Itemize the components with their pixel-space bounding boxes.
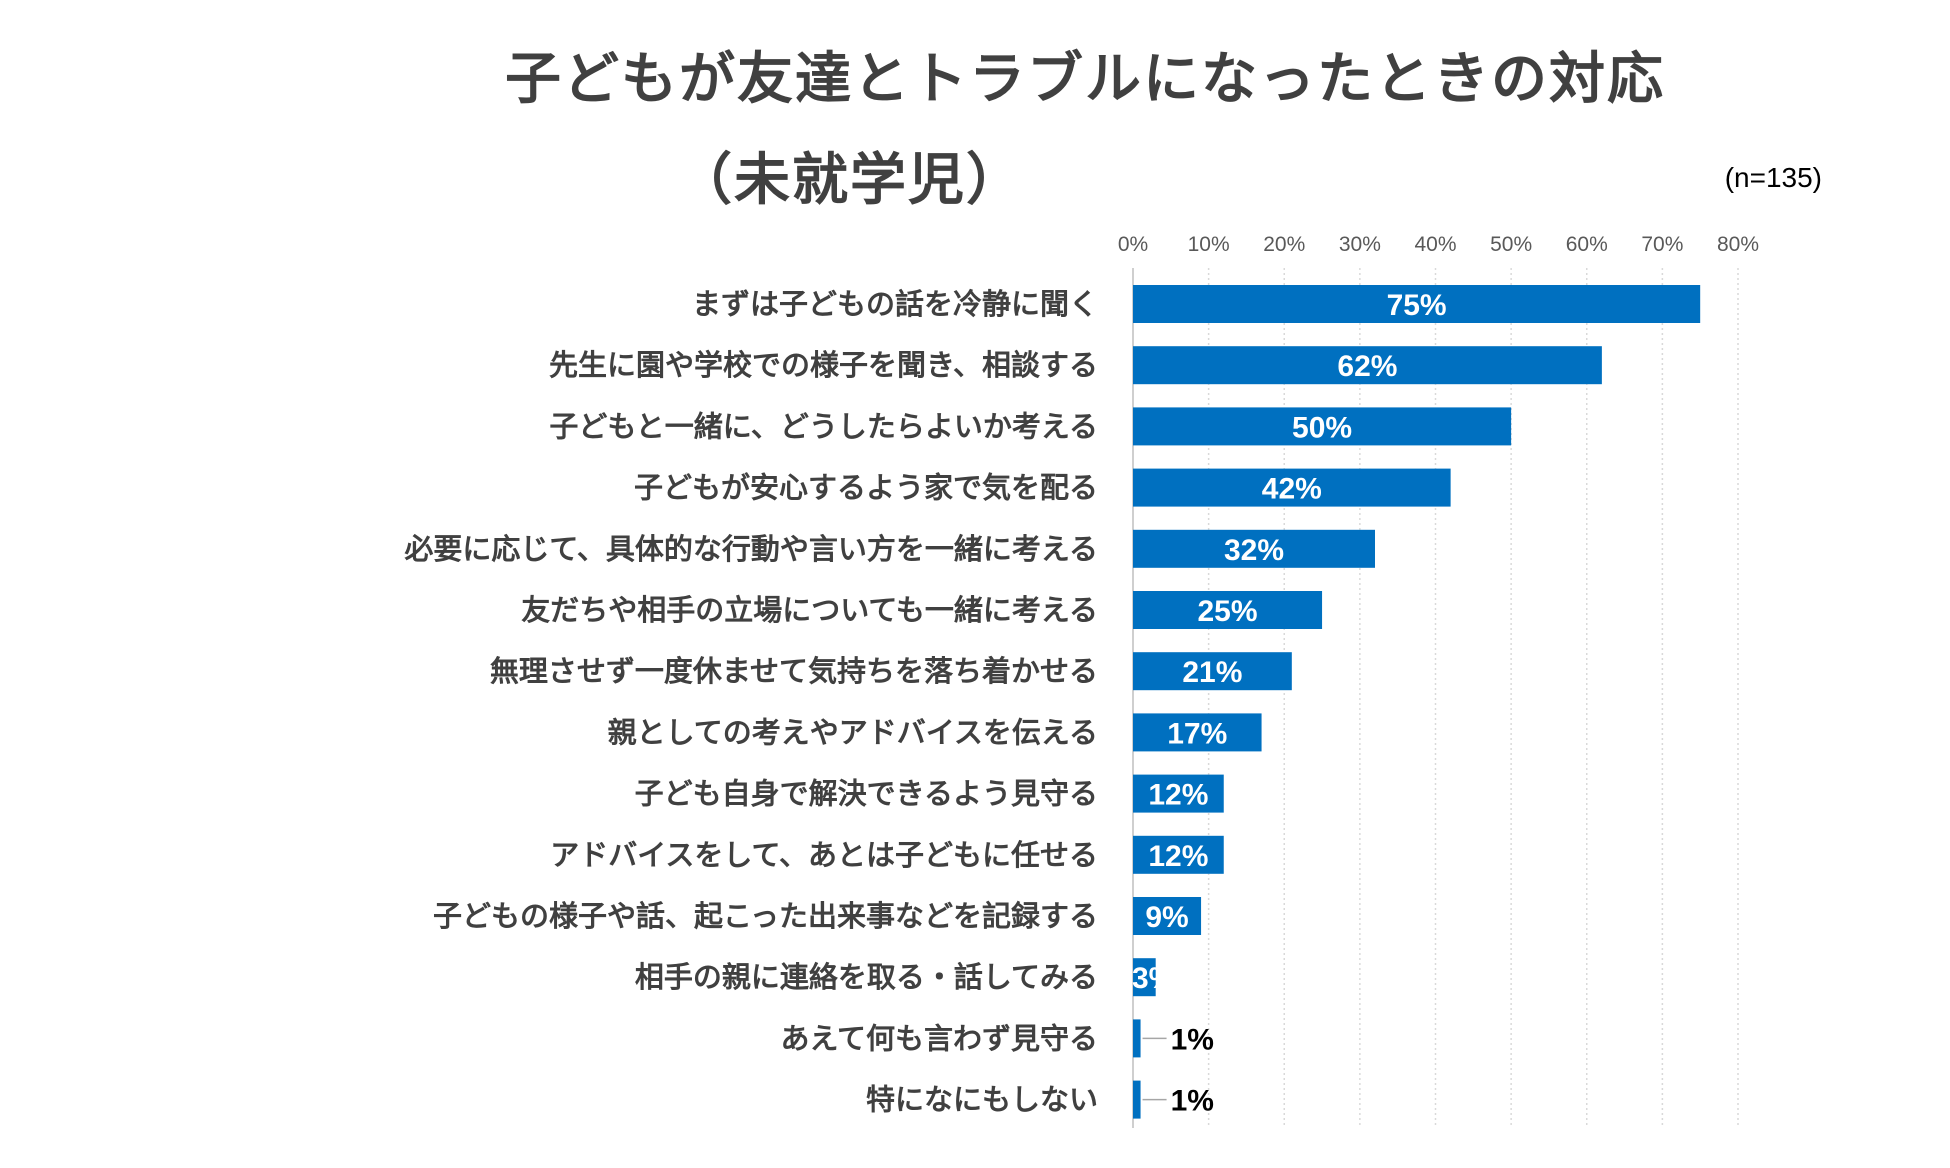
bar	[1133, 958, 1156, 997]
x-tick-label: 40%	[1414, 233, 1456, 256]
x-tick-label: 70%	[1641, 233, 1683, 256]
data-label: 9%	[1145, 901, 1188, 934]
bar	[1133, 1080, 1141, 1119]
category-label: 相手の親に連絡を取る・話してみる	[635, 960, 1098, 994]
data-label: 32%	[1224, 534, 1284, 567]
bar	[1133, 652, 1292, 691]
chart-subtitle: （未就学児）	[676, 148, 1024, 213]
category-label: 子ども自身で解決できるよう見守る	[635, 777, 1098, 811]
data-label: 25%	[1198, 595, 1258, 628]
data-label: 50%	[1292, 411, 1352, 444]
bar	[1133, 713, 1262, 752]
x-tick-label: 20%	[1263, 233, 1305, 256]
data-label: 17%	[1167, 717, 1227, 750]
sample-size-label: (n=135)	[1724, 162, 1822, 193]
x-tick-label: 30%	[1339, 233, 1381, 256]
chart-title: 子どもが友達とトラブルになったときの対応	[505, 47, 1665, 112]
category-label: 子どもが安心するよう家で気を配る	[634, 471, 1098, 505]
category-label: 特になにもしない	[866, 1083, 1098, 1117]
data-label: 3%	[1132, 962, 1175, 995]
bar	[1133, 1019, 1141, 1058]
data-label: 12%	[1148, 840, 1208, 873]
category-label: あえて何も言わず見守る	[780, 1021, 1098, 1055]
category-label: 子どもの様子や話、起こった出来事などを記録する	[433, 899, 1098, 933]
bar	[1133, 774, 1224, 813]
bar	[1133, 468, 1451, 507]
bar	[1133, 591, 1323, 629]
category-label: 必要に応じて、具体的な行動や言い方を一緒に考える	[404, 532, 1098, 566]
category-label: 子どもと一緒に、どうしたらよいか考える	[549, 409, 1098, 443]
bar	[1133, 407, 1512, 446]
x-tick-label: 80%	[1717, 233, 1759, 256]
data-label: 75%	[1387, 289, 1447, 322]
category-label: アドバイスをして、あとは子どもに任せる	[550, 838, 1098, 872]
data-label: 12%	[1148, 779, 1208, 812]
category-label: 友だちや相手の立場についても一緒に考える	[521, 593, 1098, 627]
x-tick-label: 50%	[1490, 233, 1532, 256]
data-label: 62%	[1337, 350, 1397, 383]
category-label: 無理させず一度休ませて気持ちを落ち着かせる	[490, 654, 1098, 688]
x-tick-label: 10%	[1188, 233, 1230, 256]
bar	[1133, 346, 1602, 385]
bar	[1133, 897, 1202, 935]
x-tick-label: 60%	[1566, 233, 1608, 256]
bar	[1133, 835, 1224, 874]
data-label: 1%	[1171, 1085, 1214, 1118]
bar	[1133, 529, 1375, 568]
category-label: 親としての考えやアドバイスを伝える	[608, 715, 1098, 749]
bar	[1133, 285, 1701, 323]
data-label: 1%	[1171, 1023, 1214, 1056]
category-label: まずは子どもの話を冷静に聞く	[692, 287, 1098, 321]
data-label: 42%	[1262, 473, 1322, 506]
x-tick-label: 0%	[1118, 233, 1148, 256]
category-label: 先生に園や学校での様子を聞き、相談する	[549, 348, 1098, 382]
data-label: 21%	[1182, 656, 1242, 689]
